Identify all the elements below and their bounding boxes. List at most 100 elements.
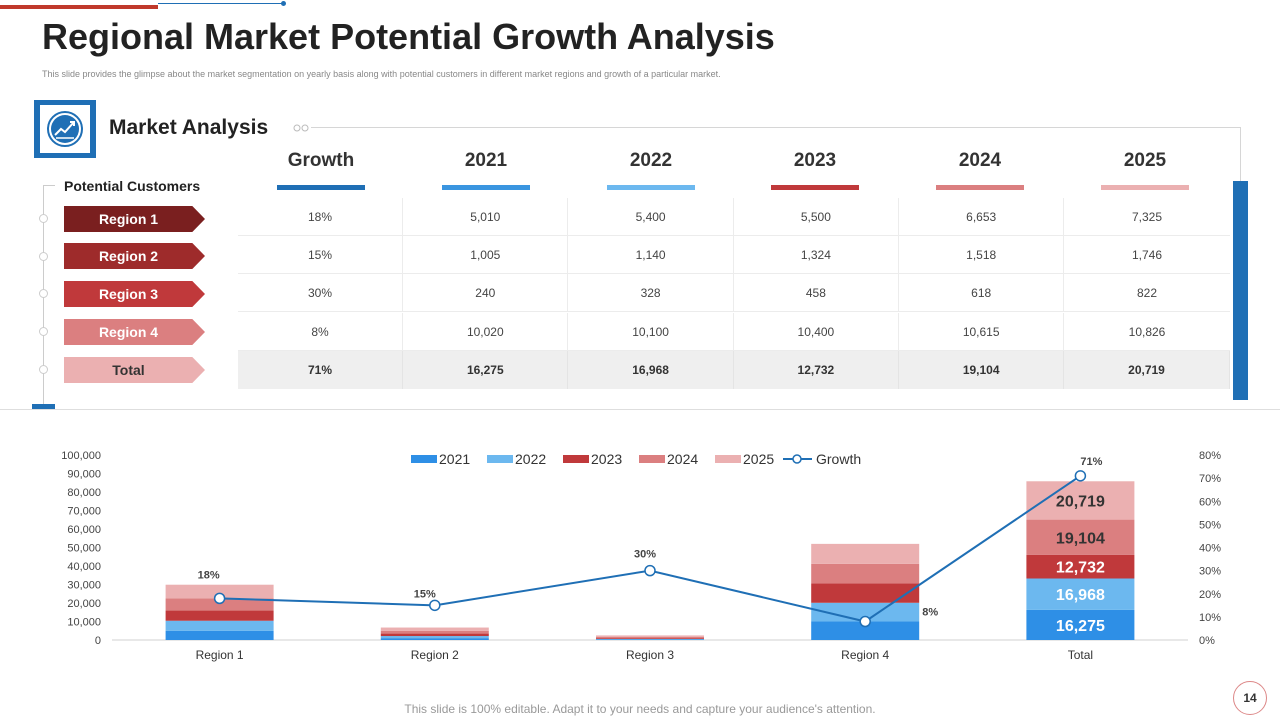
table-cell: 71%	[238, 350, 403, 389]
y-left-tick-label: 70,000	[67, 506, 101, 518]
legend-swatch-2025	[715, 455, 741, 463]
page-number: 14	[1233, 681, 1267, 715]
timeline-node	[39, 365, 48, 374]
table-cell: 16,275	[403, 350, 569, 389]
y-left-tick-label: 0	[95, 635, 101, 647]
table-cell: 328	[569, 274, 734, 313]
table-row: 30% 240 328 458 618 822	[238, 274, 1230, 313]
table-cell: 10,615	[899, 312, 1065, 351]
legend-label: Growth	[816, 451, 861, 467]
bar-segment-2024	[811, 563, 920, 584]
region-tag-region-3: Region 3	[64, 281, 205, 307]
y-left-tick-label: 50,000	[67, 543, 101, 555]
y-right-tick-label: 30%	[1199, 566, 1221, 578]
bar-data-label: 12,732	[1056, 560, 1105, 577]
growth-point	[644, 564, 656, 577]
page-subtitle: This slide provides the glimpse about th…	[42, 69, 721, 79]
top-accent-bar	[0, 5, 158, 9]
bar-segment-2022	[811, 602, 920, 622]
table-cell: 1,140	[569, 236, 734, 275]
page-title: Regional Market Potential Growth Analysi…	[42, 16, 775, 57]
bar-segment-2021	[1026, 609, 1135, 640]
y-right-tick-label: 20%	[1199, 589, 1221, 601]
bar-segment-2022	[165, 620, 274, 631]
growth-chart: 0 10,000 20,000 30,000 40,000 50,000 60,000 70,…	[61, 450, 1221, 662]
section-divider-accent	[32, 404, 55, 409]
table-cell: 8%	[238, 312, 403, 351]
bar-segment-2025	[165, 584, 274, 599]
column-header-growth: Growth	[287, 150, 355, 171]
table-cell: 822	[1136, 286, 1158, 301]
table-cell: 7,325	[1131, 210, 1163, 224]
bar-segment-2025	[380, 627, 489, 631]
column-header-underline	[442, 185, 530, 190]
y-left-tick-label: 30,000	[67, 580, 101, 592]
growth-data-label: 15%	[414, 588, 436, 600]
table-cell: 10,100	[569, 312, 734, 351]
legend-swatch-2024	[639, 455, 665, 463]
growth-data-label: 71%	[1080, 456, 1102, 468]
growth-data-label: 8%	[922, 607, 938, 619]
y-left-tick-label: 60,000	[67, 524, 101, 536]
table-cell: 18%	[238, 198, 403, 236]
legend-label: 2025	[743, 451, 774, 467]
table-cell: 5,400	[569, 198, 734, 236]
table-cell: 5,500	[734, 198, 899, 236]
bar-segment-2025	[811, 543, 920, 564]
bar-data-label: 19,104	[1056, 530, 1105, 547]
table-cell: 1,518	[899, 236, 1065, 275]
table-cell: 6,653	[899, 198, 1065, 236]
section-divider	[0, 409, 1280, 410]
market-chart-icon	[47, 111, 83, 147]
bar-segment-2023	[165, 610, 274, 621]
table-cell: 1,746	[1131, 248, 1163, 263]
timeline-node	[39, 289, 48, 298]
column-header-underline	[771, 185, 859, 190]
column-header-underline	[277, 185, 365, 190]
bar-segment-2024	[1026, 519, 1135, 555]
table-cell: 16,968	[569, 350, 734, 389]
bar-segment-2023	[811, 583, 920, 603]
bar-segment-2021	[380, 638, 489, 640]
table-cell: 20,719	[1065, 350, 1230, 389]
y-left-tick-label: 100,000	[61, 450, 101, 462]
section-title: Market Analysis	[109, 116, 269, 139]
table-cell: 458	[734, 274, 899, 313]
table-cell: 30%	[238, 274, 403, 313]
y-right-tick-label: 50%	[1199, 519, 1221, 531]
legend-line-marker	[792, 454, 802, 464]
column-header-2024: 2024	[958, 150, 1002, 171]
y-left-tick-label: 20,000	[67, 598, 101, 610]
table-cell: 10,826	[1128, 324, 1166, 339]
table-cell: 12,732	[734, 350, 899, 389]
table-cell: 10,400	[734, 312, 899, 351]
y-right-tick-label: 70%	[1199, 473, 1221, 485]
column-header-underline	[607, 185, 695, 190]
bar-segment-2022	[596, 638, 704, 640]
table-cell: 1,005	[403, 236, 569, 275]
bar-data-label: 16,968	[1056, 587, 1105, 604]
bar-segment-2024	[596, 636, 704, 639]
column-header-underline	[936, 185, 1024, 190]
x-tick-label: Region 1	[196, 648, 244, 662]
row-header-title: Potential Customers	[64, 178, 201, 194]
region-tag-total: Total	[64, 357, 205, 383]
table-cell: 5,010	[403, 198, 569, 236]
bar-segment-2022	[380, 636, 489, 639]
legend-swatch-2021	[411, 455, 437, 463]
region-tag-region-1: Region 1	[64, 206, 205, 232]
legend-label: 2021	[439, 451, 470, 467]
timeline-node	[39, 327, 48, 336]
footer-note: This slide is 100% editable. Adapt it to…	[404, 702, 876, 716]
growth-point	[213, 592, 226, 605]
table-row: 18% 5,010 5,400 5,500 6,653 7,325	[238, 198, 1230, 236]
legend-label: 2022	[515, 451, 546, 467]
table-row: 15% 1,005 1,140 1,324 1,518 1,746	[238, 236, 1230, 275]
bar-segment-2021	[165, 630, 274, 640]
y-left-tick-label: 10,000	[67, 617, 101, 629]
table-frame-right	[1240, 127, 1241, 182]
bar-segment-2024	[380, 630, 489, 634]
timeline-node	[39, 252, 48, 261]
table-cell: 1,324	[734, 236, 899, 275]
legend-swatch-2023	[563, 455, 589, 463]
